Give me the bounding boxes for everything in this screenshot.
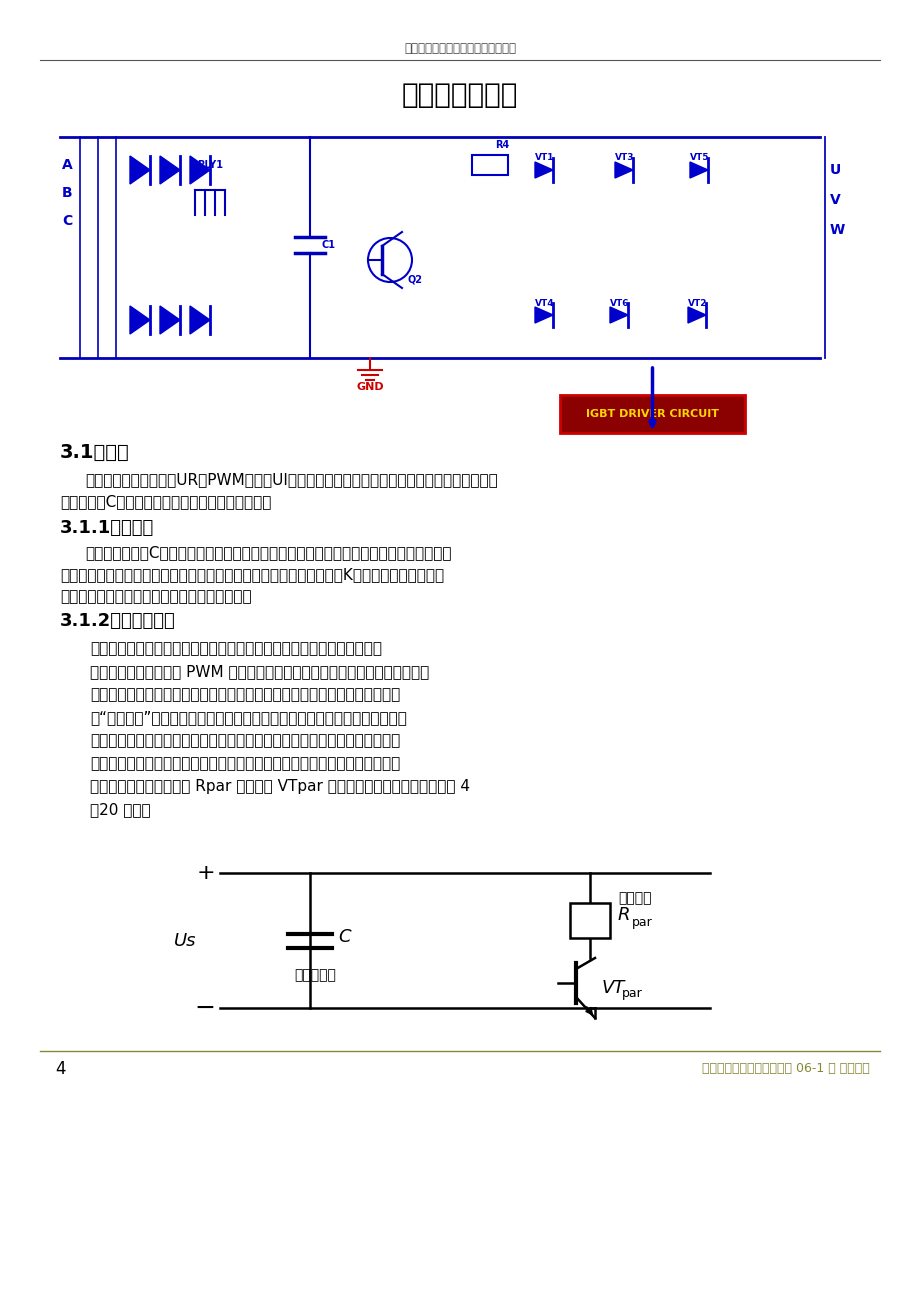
Text: VT5: VT5 xyxy=(689,154,709,163)
Polygon shape xyxy=(130,306,150,335)
Text: R: R xyxy=(618,906,630,924)
Text: 过电压信号: 过电压信号 xyxy=(294,969,335,983)
Text: RLY1: RLY1 xyxy=(197,160,222,171)
Polygon shape xyxy=(130,156,150,184)
Text: Q2: Q2 xyxy=(407,275,423,285)
Text: 瓦的调速系统中，电容至少要几千微法）从而大大增加调速装置的体积和重量: 瓦的调速系统中，电容至少要几千微法）从而大大增加调速装置的体积和重量 xyxy=(90,756,400,772)
Text: B: B xyxy=(62,186,73,201)
Text: 者迫使泵升电压很高而损坏元器件。在不希望使用大量电容器（在容量为几千: 者迫使泵升电压很高而损坏元器件。在不希望使用大量电容器（在容量为几千 xyxy=(90,733,400,749)
Text: VT6: VT6 xyxy=(609,298,630,307)
Text: ＄20 所示。: ＄20 所示。 xyxy=(90,802,151,818)
Bar xyxy=(60,115,849,380)
Polygon shape xyxy=(609,307,628,323)
Polygon shape xyxy=(614,161,632,178)
Bar xyxy=(40,852,879,1026)
Text: IGBT DRIVER CIRCUIT: IGBT DRIVER CIRCUIT xyxy=(585,409,719,419)
Bar xyxy=(560,395,744,434)
Text: VT3: VT3 xyxy=(615,154,634,163)
Text: 3.1主电路: 3.1主电路 xyxy=(60,443,130,461)
Text: 3.1.2泵升电压限制: 3.1.2泵升电压限制 xyxy=(60,612,176,630)
Text: C: C xyxy=(62,214,73,228)
Text: VT2: VT2 xyxy=(687,298,707,307)
Text: 3.1.1限流电阻: 3.1.1限流电阻 xyxy=(60,519,154,536)
Text: 入限流电阻（或电抗），通上电源时，先限制充电电流，再延时用开关K将短路，以免长期接入: 入限流电阻（或电抗），通上电源时，先限制充电电流，再延时用开关K将短路，以免长期… xyxy=(60,568,444,582)
Text: 时，可以采用由分流电阻 Rpar 和开关管 VTpar 组成的泵升电压限制电路，如图 4: 时，可以采用由分流电阻 Rpar 和开关管 VTpar 组成的泵升电压限制电路，… xyxy=(90,780,470,794)
Text: Us: Us xyxy=(174,931,196,949)
Text: 4: 4 xyxy=(55,1060,65,1078)
Text: 主电路由二极管整流器UR、PWM逆变器UI和中间直流电路三部分组成，一般都是电压源型的，: 主电路由二极管整流器UR、PWM逆变器UI和中间直流电路三部分组成，一般都是电压… xyxy=(85,473,497,487)
Text: par: par xyxy=(631,917,652,930)
Text: C: C xyxy=(337,928,350,947)
Text: 采用大电容C滤波，同时兼有无功功率交换的作用。: 采用大电容C滤波，同时兼有无功功率交换的作用。 xyxy=(60,495,271,509)
Text: −: − xyxy=(194,996,215,1019)
Text: 为了避免大电容C在通电瞬间产生过大的充电电流，在整流器和滤波电容间的直流回路上串: 为了避免大电容C在通电瞬间产生过大的充电电流，在整流器和滤波电容间的直流回路上串 xyxy=(85,546,451,560)
Polygon shape xyxy=(535,307,552,323)
Polygon shape xyxy=(687,307,705,323)
Text: A: A xyxy=(62,158,73,172)
Bar xyxy=(570,904,609,937)
Text: 中国矿业大学信电学院电气 06-1 班 第二小组: 中国矿业大学信电学院电气 06-1 班 第二小组 xyxy=(701,1062,869,1075)
Text: VT4: VT4 xyxy=(535,298,554,307)
Text: W: W xyxy=(829,223,845,237)
Text: 三、主电路设计: 三、主电路设计 xyxy=(402,81,517,109)
Polygon shape xyxy=(190,156,210,184)
Text: +: + xyxy=(196,863,215,883)
Text: GND: GND xyxy=(356,381,383,392)
Text: 时影响整流电路的正常工作，并产生附加损耗。: 时影响整流电路的正常工作，并产生附加损耗。 xyxy=(60,590,252,604)
Polygon shape xyxy=(535,161,552,178)
Polygon shape xyxy=(190,306,210,335)
Text: VT: VT xyxy=(601,979,625,997)
Text: V: V xyxy=(829,193,840,207)
Text: 《电力拖动自动控制系统》课程设计: 《电力拖动自动控制系统》课程设计 xyxy=(403,42,516,55)
Text: 当脉宽调速系统的电动机减速或停车时，贯存在电机和负载传动部分的动: 当脉宽调速系统的电动机减速或停车时，贯存在电机和负载传动部分的动 xyxy=(90,642,381,656)
Text: R4: R4 xyxy=(494,141,509,150)
Polygon shape xyxy=(160,306,180,335)
Bar xyxy=(471,155,507,174)
Text: 能将变成电能，并通过 PWM 变换器回馈给直流电源。一般直流电源由不可控的: 能将变成电能，并通过 PWM 变换器回馈给直流电源。一般直流电源由不可控的 xyxy=(90,664,429,680)
Text: C1: C1 xyxy=(322,240,335,250)
Text: 整流器供电，不可能回馈电能，只好对滤波电容器充电而使电源电压升高，称: 整流器供电，不可能回馈电能，只好对滤波电容器充电而使电源电压升高，称 xyxy=(90,687,400,703)
Text: 至逆变器: 至逆变器 xyxy=(618,892,651,905)
Text: VT1: VT1 xyxy=(535,154,554,163)
Text: 作“泵升电压”。如果要让电容器全部吸收回馈能量，将需要很大的电容量，或: 作“泵升电压”。如果要让电容器全部吸收回馈能量，将需要很大的电容量，或 xyxy=(90,711,406,725)
Text: par: par xyxy=(621,987,642,1000)
Polygon shape xyxy=(689,161,708,178)
Text: U: U xyxy=(829,163,840,177)
Polygon shape xyxy=(160,156,180,184)
